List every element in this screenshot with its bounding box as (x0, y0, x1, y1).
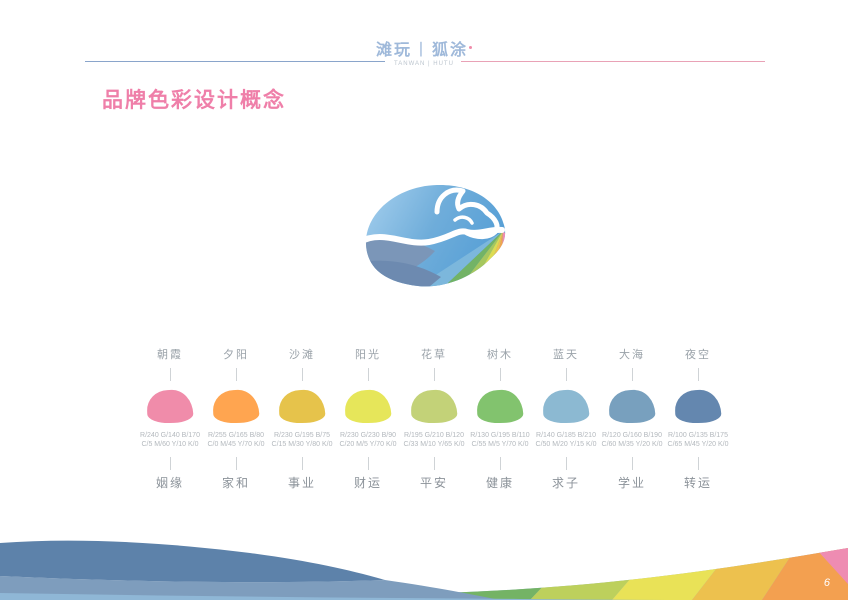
tick-line (565, 368, 567, 381)
tick-line (697, 457, 699, 470)
cmyk-value: C/5 M/60 Y/10 K/0 (141, 441, 199, 448)
rgb-value: R/100 G/135 B/175 (668, 432, 728, 439)
tick-line (499, 368, 501, 381)
swatch-name: 阳光 (355, 349, 381, 361)
cmyk-value: C/55 M/5 Y/70 K/0 (471, 441, 529, 448)
swatch-meaning: 求子 (551, 476, 580, 490)
rgb-value: R/195 G/210 B/120 (404, 432, 464, 439)
rgb-value: R/240 G/140 B/170 (140, 432, 200, 439)
wave-dark-blue (0, 540, 385, 583)
swatch-meaning: 家和 (221, 476, 250, 490)
swatch-name: 大海 (619, 349, 645, 361)
tick-line (235, 368, 237, 381)
cmyk-value: C/0 M/45 Y/70 K/0 (207, 441, 265, 448)
rgb-value: R/230 G/230 B/90 (339, 432, 397, 439)
tick-line (697, 368, 699, 381)
color-swatch (212, 389, 260, 424)
tick-line (169, 457, 171, 470)
rgb-value: R/120 G/160 B/190 (602, 432, 662, 439)
cmyk-value: C/65 M/45 Y/20 K/0 (667, 441, 729, 448)
rgb-value: R/140 G/185 B/210 (536, 432, 596, 439)
tick-line (367, 457, 369, 470)
swatch-name: 蓝天 (553, 349, 579, 361)
swatch-name: 夕阳 (223, 349, 249, 361)
swatch-name: 沙滩 (289, 349, 315, 361)
tick-line (235, 457, 237, 470)
palette-item: 大海 R/120 G/160 B/190 C/60 M/35 Y/20 K/0 … (599, 349, 665, 490)
color-swatch (542, 389, 590, 424)
bottom-wave-decoration (0, 540, 848, 600)
tick-line (433, 368, 435, 381)
wave-medium-blue (0, 576, 500, 600)
cmyk-value: C/20 M/5 Y/70 K/0 (339, 441, 397, 448)
rgb-value: R/255 G/165 B/80 (207, 432, 265, 439)
swatch-meaning: 学业 (617, 476, 646, 490)
logo-wordmark: 滩玩丨狐涂 (0, 42, 848, 60)
swatch-meaning: 姻缘 (155, 476, 184, 490)
wave-rainbow-segments (420, 548, 848, 600)
color-swatch (410, 389, 458, 424)
header-logo: 滩玩丨狐涂 TANWAN | HUTU (0, 42, 848, 67)
swatch-name: 夜空 (685, 349, 711, 361)
tick-line (631, 457, 633, 470)
palette-item: 阳光 R/230 G/230 B/90 C/20 M/5 Y/70 K/0 财运 (335, 349, 401, 490)
swatch-meaning: 健康 (485, 476, 514, 490)
palette-item: 蓝天 R/140 G/185 B/210 C/50 M/20 Y/15 K/0 … (533, 349, 599, 490)
wave-bottom-strip (0, 593, 700, 600)
swatch-name: 花草 (421, 349, 447, 361)
tick-line (169, 368, 171, 381)
tick-line (301, 457, 303, 470)
logo-text-left: 滩玩 (375, 42, 412, 59)
palette-item: 夜空 R/100 G/135 B/175 C/65 M/45 Y/20 K/0 … (665, 349, 731, 490)
color-swatch (146, 389, 194, 424)
palette-item: 沙滩 R/230 G/195 B/75 C/15 M/30 Y/80 K/0 事… (269, 349, 335, 490)
tick-line (631, 368, 633, 381)
cmyk-value: C/50 M/20 Y/15 K/0 (535, 441, 597, 448)
header-rule-left (85, 61, 385, 62)
color-swatch (608, 389, 656, 424)
palette-item: 朝霞 R/240 G/140 B/170 C/5 M/60 Y/10 K/0 姻… (137, 349, 203, 490)
tick-line (301, 368, 303, 381)
logo-subtitle: TANWAN | HUTU (394, 61, 454, 67)
tick-line (367, 368, 369, 381)
cmyk-value: C/15 M/30 Y/80 K/0 (271, 441, 333, 448)
fox-logo-svg (357, 184, 506, 287)
swatch-meaning: 平安 (419, 476, 448, 490)
page-title: 品牌色彩设计概念 (102, 89, 286, 112)
page-number: 6 (823, 577, 830, 589)
fox-pebble-logo (357, 179, 519, 293)
fox-face (434, 187, 500, 240)
fox-eye (453, 215, 474, 225)
swatch-meaning: 事业 (287, 476, 316, 490)
swatch-name: 树木 (487, 349, 513, 361)
color-swatch (344, 389, 392, 424)
wave-line (357, 226, 505, 246)
palette-item: 树木 R/130 G/195 B/110 C/55 M/5 Y/70 K/0 健… (467, 349, 533, 490)
tick-line (499, 457, 501, 470)
logo-text-right: 狐涂 (432, 42, 469, 59)
tick-line (565, 457, 567, 470)
rgb-value: R/130 G/195 B/110 (470, 432, 530, 439)
header-rule-right (461, 61, 765, 62)
color-palette: 朝霞 R/240 G/140 B/170 C/5 M/60 Y/10 K/0 姻… (137, 349, 731, 490)
cmyk-value: C/60 M/35 Y/20 K/0 (601, 441, 663, 448)
rgb-value: R/230 G/195 B/75 (273, 432, 331, 439)
logo-pink-dot-icon (469, 45, 473, 49)
logo-divider: 丨 (412, 42, 431, 59)
swatch-name: 朝霞 (157, 349, 183, 361)
tick-line (433, 457, 435, 470)
palette-item: 夕阳 R/255 G/165 B/80 C/0 M/45 Y/70 K/0 家和 (203, 349, 269, 490)
cmyk-value: C/33 M/10 Y/65 K/0 (403, 441, 465, 448)
swatch-meaning: 转运 (683, 476, 712, 490)
color-swatch (278, 389, 326, 424)
palette-item: 花草 R/195 G/210 B/120 C/33 M/10 Y/65 K/0 … (401, 349, 467, 490)
color-swatch (674, 389, 722, 424)
color-swatch (476, 389, 524, 424)
swatch-meaning: 财运 (353, 476, 382, 490)
